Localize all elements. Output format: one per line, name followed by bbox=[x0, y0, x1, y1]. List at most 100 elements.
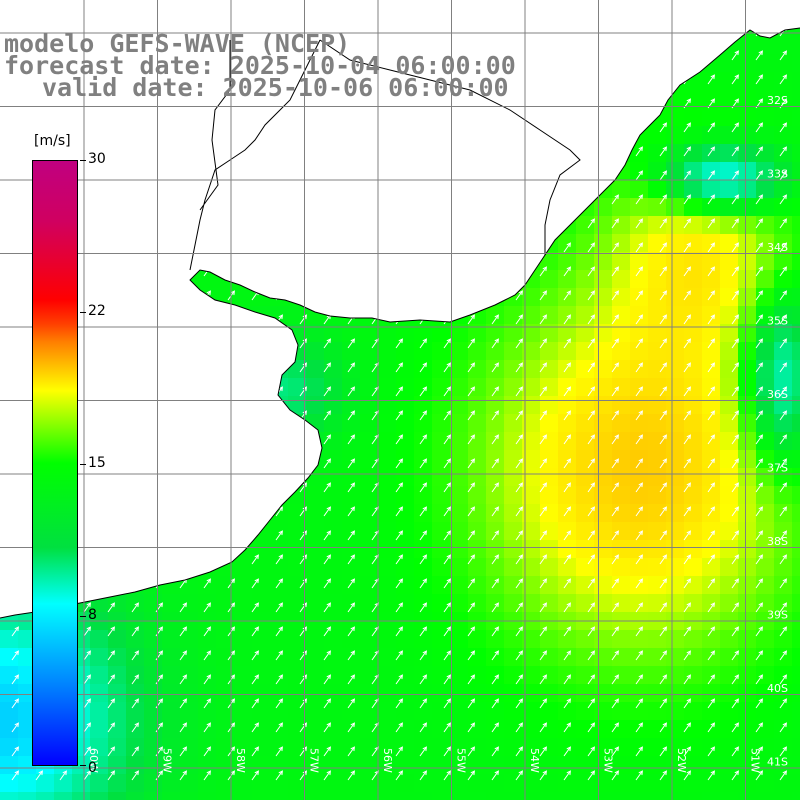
wind-arrow bbox=[275, 698, 283, 709]
speed-cell bbox=[756, 468, 775, 487]
speed-cell bbox=[792, 306, 800, 325]
speed-cell bbox=[702, 324, 721, 343]
wind-arrow bbox=[299, 482, 307, 493]
wind-arrow bbox=[347, 410, 355, 421]
wind-arrow bbox=[755, 770, 763, 781]
wind-arrow bbox=[323, 362, 331, 373]
wind-arrow bbox=[443, 746, 451, 757]
speed-cell bbox=[450, 792, 469, 800]
wind-arrow bbox=[515, 674, 523, 685]
speed-cell bbox=[756, 504, 775, 523]
wind-arrow bbox=[635, 194, 643, 205]
speed-cell bbox=[378, 576, 397, 595]
wind-arrow bbox=[323, 338, 331, 349]
speed-cell bbox=[486, 702, 505, 721]
speed-cell bbox=[216, 774, 235, 793]
speed-cell bbox=[450, 648, 469, 667]
speed-cell bbox=[684, 108, 703, 127]
wind-arrow bbox=[755, 626, 763, 637]
speed-cell bbox=[306, 792, 325, 800]
wind-arrow bbox=[467, 362, 475, 373]
speed-cell bbox=[558, 306, 577, 325]
speed-cell bbox=[234, 576, 253, 595]
speed-cell bbox=[396, 342, 415, 361]
wind-arrow bbox=[659, 506, 667, 517]
wind-arrow bbox=[539, 458, 547, 469]
speed-cell bbox=[756, 90, 775, 109]
speed-cell bbox=[432, 378, 451, 397]
speed-cell bbox=[612, 396, 631, 415]
speed-cell bbox=[522, 342, 541, 361]
wind-arrow bbox=[203, 698, 211, 709]
speed-cell bbox=[576, 504, 595, 523]
speed-cell bbox=[252, 666, 271, 685]
wind-arrow bbox=[587, 482, 595, 493]
wind-arrow bbox=[659, 290, 667, 301]
speed-cell bbox=[378, 774, 397, 793]
wind-arrow bbox=[731, 674, 739, 685]
speed-cell bbox=[540, 414, 559, 433]
wind-arrow bbox=[683, 314, 691, 325]
wind-arrow bbox=[635, 362, 643, 373]
wind-arrow bbox=[635, 290, 643, 301]
speed-cell bbox=[774, 216, 793, 235]
wind-arrow bbox=[659, 674, 667, 685]
speed-cell bbox=[540, 432, 559, 451]
speed-cell bbox=[756, 270, 775, 289]
speed-cell bbox=[702, 90, 721, 109]
wind-arrow bbox=[347, 650, 355, 661]
speed-cell bbox=[720, 720, 739, 739]
wind-arrow bbox=[347, 602, 355, 613]
speed-cell bbox=[774, 558, 793, 577]
speed-cell bbox=[738, 702, 757, 721]
colorbar-tick-mark bbox=[80, 616, 86, 617]
speed-cell bbox=[216, 702, 235, 721]
speed-cell bbox=[648, 684, 667, 703]
speed-cell bbox=[792, 594, 800, 613]
colorbar-unit: [m/s] bbox=[34, 133, 71, 149]
speed-cell bbox=[306, 630, 325, 649]
speed-cell bbox=[306, 396, 325, 415]
speed-cell bbox=[702, 468, 721, 487]
wind-arrow bbox=[491, 410, 499, 421]
speed-cell bbox=[90, 738, 109, 757]
speed-cell bbox=[468, 486, 487, 505]
speed-cell bbox=[594, 288, 613, 307]
speed-cell bbox=[684, 414, 703, 433]
speed-cell bbox=[666, 198, 685, 217]
speed-cell bbox=[540, 342, 559, 361]
speed-cell bbox=[756, 540, 775, 559]
speed-cell bbox=[486, 666, 505, 685]
longitude-labels: 60W 59W 58W 57W 56W 55W 54W 53W 52W 51W bbox=[87, 748, 762, 773]
speed-cell bbox=[702, 234, 721, 253]
wind-arrow bbox=[131, 650, 139, 661]
speed-cell bbox=[756, 288, 775, 307]
wind-arrow bbox=[251, 674, 259, 685]
speed-cell bbox=[684, 270, 703, 289]
speed-cell bbox=[306, 540, 325, 559]
speed-cell bbox=[720, 414, 739, 433]
speed-cell bbox=[522, 774, 541, 793]
speed-cell bbox=[666, 684, 685, 703]
speed-cell bbox=[270, 540, 289, 559]
speed-cell bbox=[504, 378, 523, 397]
speed-cell bbox=[144, 594, 163, 613]
speed-cell bbox=[684, 684, 703, 703]
wind-arrow bbox=[731, 698, 739, 709]
speed-cell bbox=[342, 738, 361, 757]
wind-arrow bbox=[755, 290, 763, 301]
speed-cell bbox=[432, 576, 451, 595]
speed-cell bbox=[774, 252, 793, 271]
speed-cell bbox=[0, 666, 19, 685]
speed-cell bbox=[414, 792, 433, 800]
wind-arrow bbox=[539, 746, 547, 757]
speed-cell bbox=[504, 414, 523, 433]
speed-cell bbox=[756, 666, 775, 685]
wind-arrow bbox=[419, 506, 427, 517]
speed-cell bbox=[450, 450, 469, 469]
wind-arrow bbox=[539, 410, 547, 421]
speed-cell bbox=[270, 522, 289, 541]
speed-cell bbox=[720, 792, 739, 800]
speed-cell bbox=[396, 522, 415, 541]
speed-cell bbox=[396, 630, 415, 649]
